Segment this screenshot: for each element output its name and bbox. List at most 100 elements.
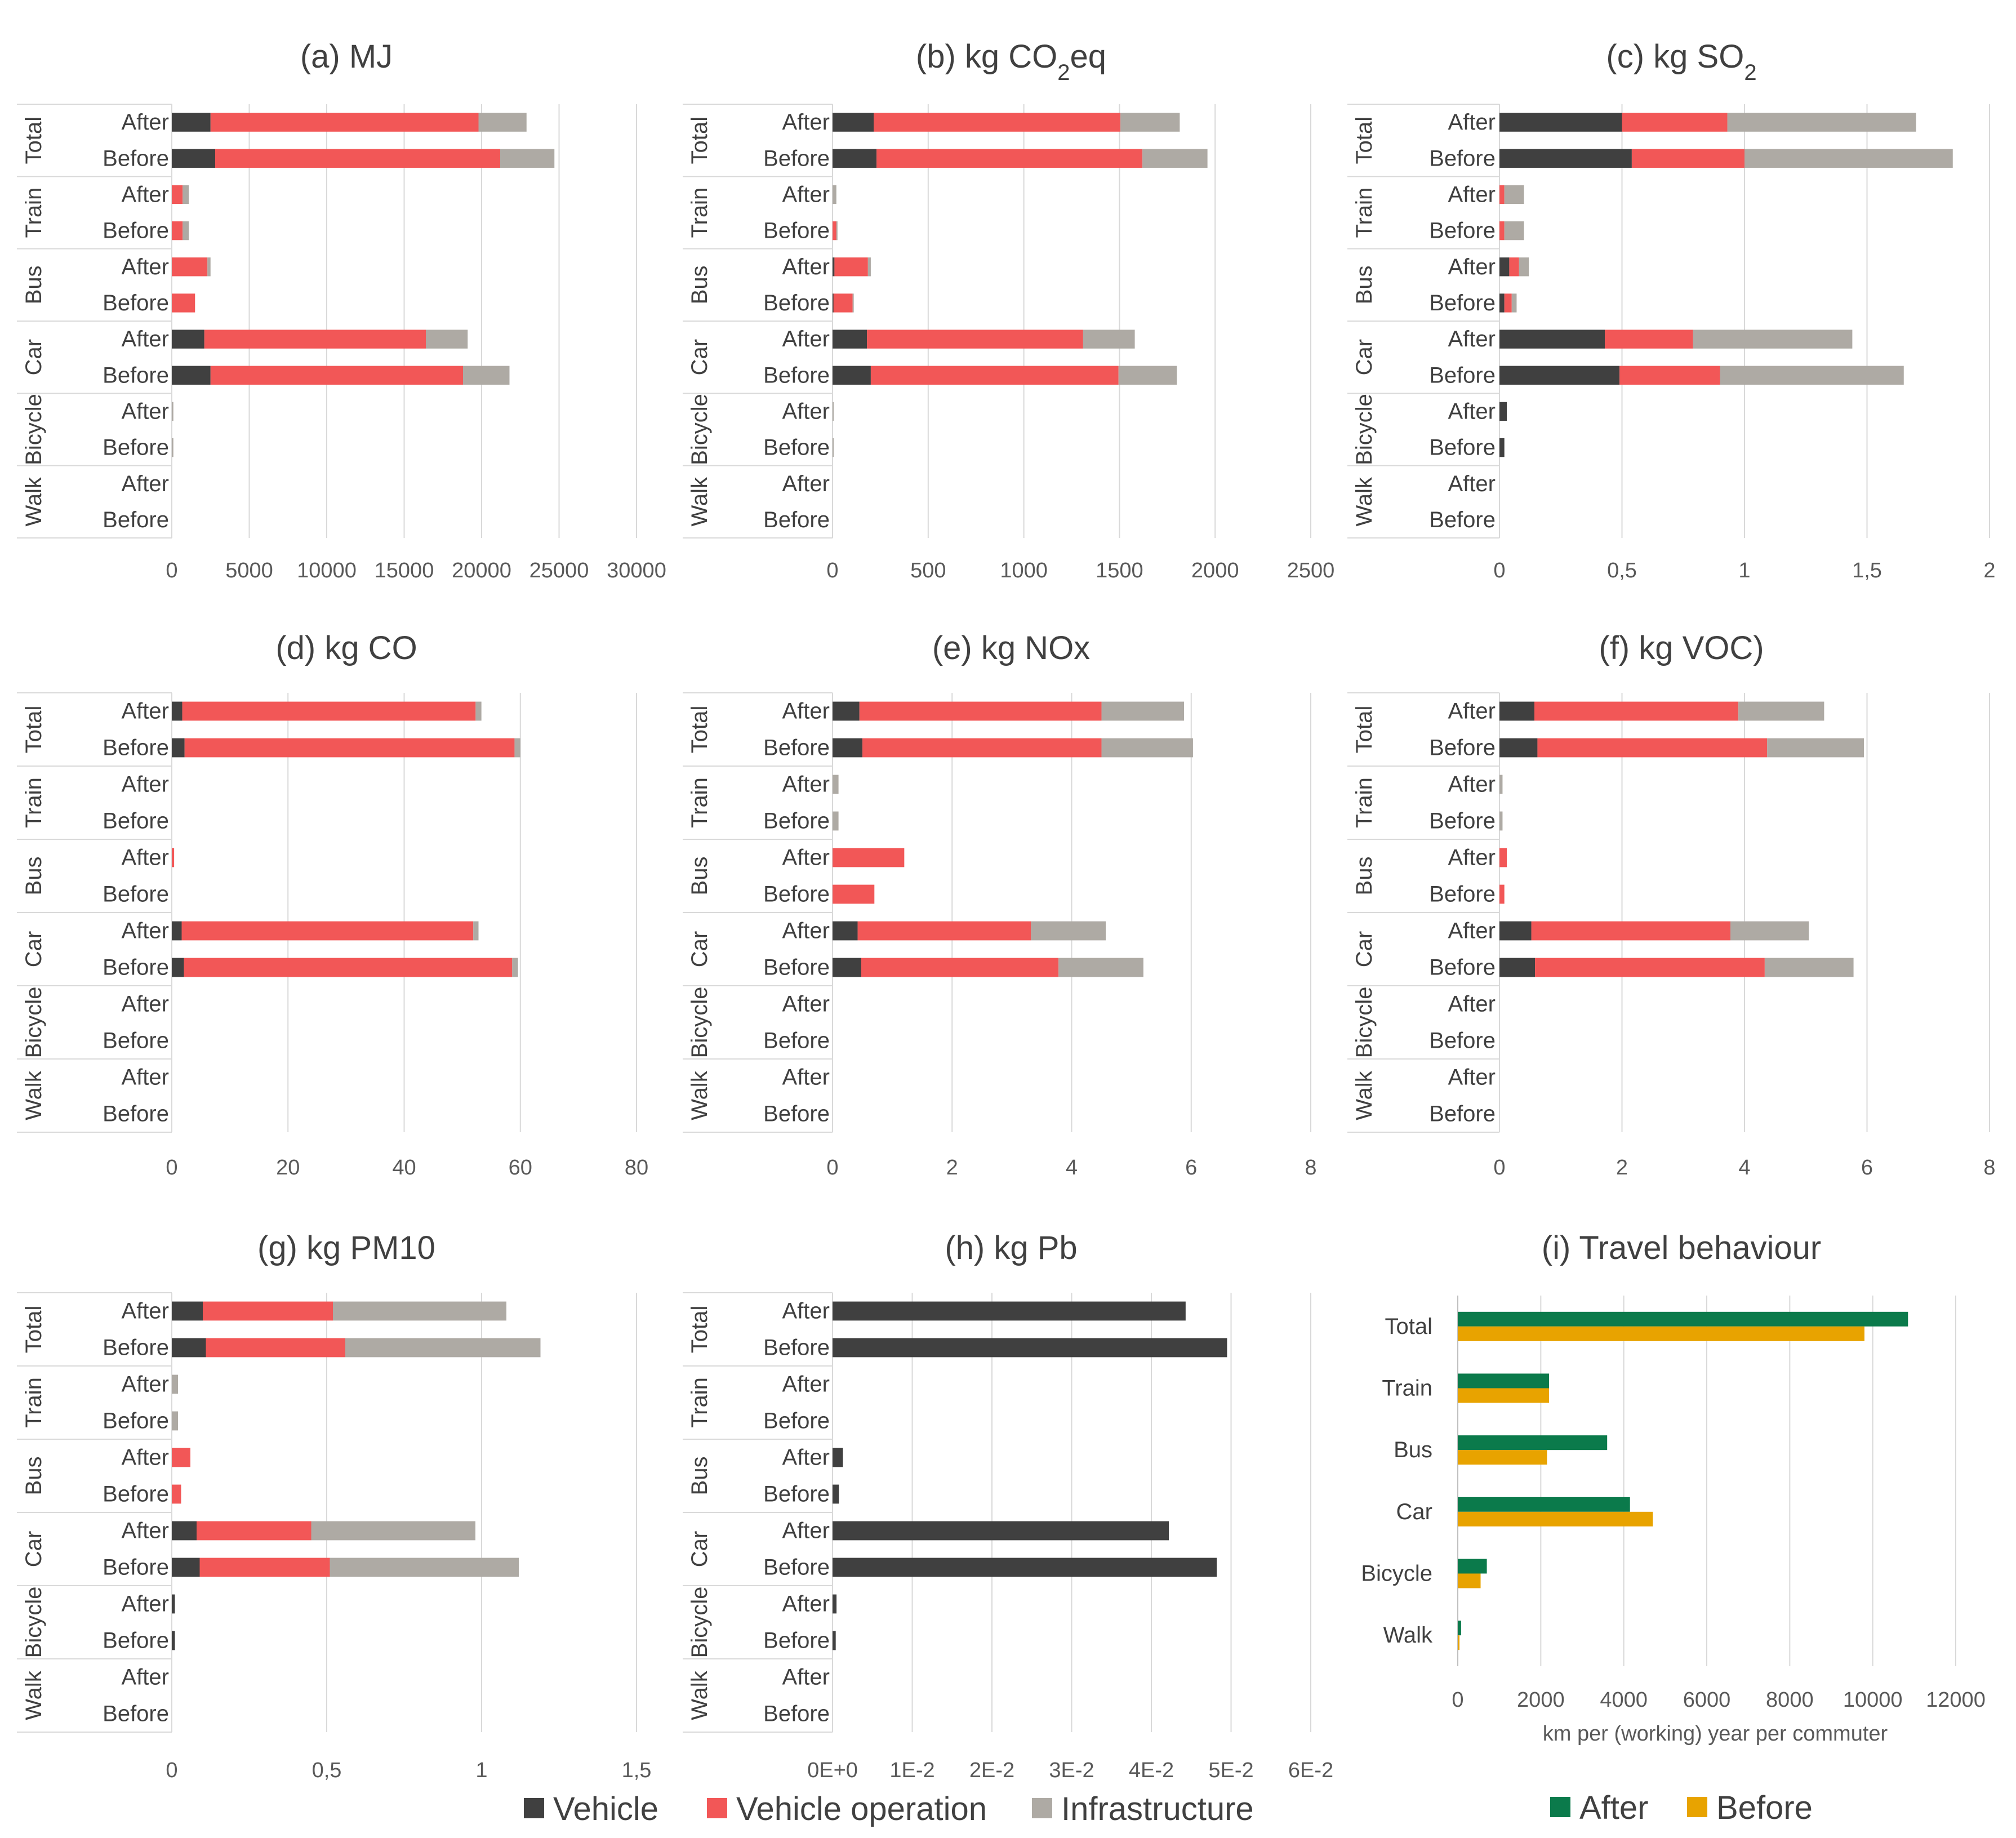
bar-total-before-vehicle — [1499, 149, 1632, 168]
group-label-total: Total — [1352, 117, 1377, 164]
chart-title: (f) kg VOC) — [1599, 630, 1764, 666]
chart-panel-e: (e) kg NOx 0 2 4 6 8 Total After Before Train Afte… — [683, 630, 1317, 1180]
chart-title: (g) kg PM10 — [257, 1230, 435, 1266]
bar-car-before-vehicle-operation — [861, 958, 1059, 977]
row-label-after: After — [1448, 845, 1496, 870]
bar-car-after-vehicle — [1499, 921, 1532, 941]
x-tick-label: 2 — [1983, 559, 1995, 582]
bar-total-before-vehicle-operation — [862, 738, 1102, 758]
legend-label-vehicle: Vehicle — [553, 1791, 658, 1827]
row-label-before: Before — [1429, 955, 1496, 980]
row-label-before: Before — [103, 435, 169, 460]
x-tick-label: 0,5 — [1607, 559, 1637, 582]
row-label-after: After — [782, 919, 830, 944]
bar-total-after-infrastructure — [1738, 701, 1824, 721]
bar-car-after-vehicle-operation — [1605, 330, 1693, 349]
bar-total-before-infrastructure — [1744, 149, 1953, 168]
row-label-before: Before — [103, 291, 169, 315]
bar-walk-after — [1458, 1621, 1461, 1636]
group-label-bicycle: Bicycle — [21, 987, 46, 1058]
bar-bus-before-vehicle-operation — [833, 884, 875, 904]
row-label-after: After — [122, 471, 169, 496]
group-label-train: Train — [1352, 777, 1377, 828]
x-tick-label: 0 — [166, 1156, 177, 1180]
bar-bicycle-after-infrastructure — [172, 402, 173, 421]
category-label-bus: Bus — [1394, 1438, 1432, 1462]
x-tick-label: 10000 — [297, 559, 357, 582]
bar-bicycle-before-infrastructure — [833, 438, 834, 457]
group-label-total: Total — [1352, 706, 1377, 754]
bar-car-after-vehicle-operation — [867, 330, 1083, 349]
row-label-before: Before — [763, 146, 830, 171]
row-label-after: After — [122, 845, 169, 870]
bar-total-before-vehicle-operation — [1631, 149, 1744, 168]
bar-car-after-infrastructure — [1083, 330, 1135, 349]
group-label-bus: Bus — [687, 857, 712, 896]
bar-car-before-vehicle — [833, 366, 871, 385]
chart-title: (i) Travel behaviour — [1542, 1230, 1821, 1266]
bar-bus-after — [1458, 1435, 1608, 1450]
group-label-walk: Walk — [1352, 1070, 1377, 1120]
category-label-total: Total — [1385, 1314, 1433, 1339]
bar-total-after-vehicle — [1499, 113, 1622, 132]
row-label-after: After — [782, 110, 830, 135]
bar-total-before-vehicle — [172, 738, 185, 758]
group-label-train: Train — [687, 188, 712, 238]
row-label-after: After — [782, 772, 830, 797]
x-tick-label: 15000 — [375, 559, 434, 582]
bar-car-before-vehicle-operation — [1535, 958, 1765, 977]
x-axis-label: km per (working) year per commuter — [1543, 1722, 1888, 1746]
bar-car-before-infrastructure — [1764, 958, 1854, 977]
bar-train-before-infrastructure — [183, 221, 189, 241]
bar-bus-after-infrastructure — [207, 257, 211, 277]
bar-bicycle-after-infrastructure — [833, 402, 834, 421]
bar-train-after-infrastructure — [1499, 775, 1503, 794]
bar-car-before-infrastructure — [1118, 366, 1177, 385]
bar-total-before-vehicle-operation — [876, 149, 1143, 168]
row-label-after: After — [1448, 919, 1496, 944]
row-label-after: After — [122, 1519, 169, 1543]
bar-train-before-infrastructure — [1499, 811, 1503, 831]
bar-train-before-vehicle-operation — [1499, 221, 1505, 241]
row-label-after: After — [122, 399, 169, 424]
group-label-bicycle: Bicycle — [687, 394, 712, 465]
bar-train-before-infrastructure — [1504, 221, 1524, 241]
group-label-bus: Bus — [21, 265, 46, 304]
row-label-before: Before — [763, 1336, 830, 1360]
bar-car-after-infrastructure — [1693, 330, 1853, 349]
chart-panel-h: (h) kg Pb 0E+0 1E-2 2E-2 3E-2 4E-2 5E-2 6E-2 Tot… — [683, 1230, 1333, 1782]
panels-layer: (a) MJ0 5000 10000 15000 20000 25000 30000Tota… — [17, 38, 1996, 1782]
row-label-before: Before — [103, 736, 169, 760]
row-label-before: Before — [763, 955, 830, 980]
legend-swatch-infrastructure — [1032, 1798, 1052, 1818]
bar-total-after-infrastructure — [1120, 113, 1180, 132]
bar-total-after-infrastructure — [475, 701, 482, 721]
group-label-car: Car — [687, 931, 712, 967]
x-tick-label: 2500 — [1287, 559, 1335, 582]
bar-total-before-vehicle — [833, 738, 863, 758]
bar-bus-after-vehicle-operation — [834, 257, 868, 277]
group-label-walk: Walk — [687, 1070, 712, 1120]
bar-car-before-vehicle — [1499, 366, 1620, 385]
group-label-train: Train — [1352, 188, 1377, 238]
bar-total-after-infrastructure — [1101, 701, 1185, 721]
bar-car-after-infrastructure — [1031, 921, 1106, 941]
x-tick-label: 0 — [826, 1156, 838, 1180]
bar-train-after-infrastructure — [1504, 185, 1524, 204]
row-label-after: After — [782, 845, 830, 870]
group-label-bus: Bus — [21, 857, 46, 896]
bar-car-after-vehicle — [833, 1521, 1169, 1541]
chart-panel-d: (d) kg CO 0 20 40 60 80 Total After Before Train A… — [17, 630, 648, 1180]
bar-train-after-infrastructure — [183, 185, 189, 204]
bar-car-after-vehicle-operation — [197, 1521, 311, 1541]
row-label-after: After — [782, 1592, 830, 1617]
x-tick-label: 20 — [276, 1156, 300, 1180]
group-label-walk: Walk — [687, 1670, 712, 1720]
bar-bicycle-after-vehicle — [833, 1594, 837, 1614]
bar-car-before-infrastructure — [512, 958, 518, 977]
legend-swatch-before — [1687, 1797, 1707, 1817]
row-label-after: After — [122, 182, 169, 207]
x-tick-label: 6 — [1185, 1156, 1197, 1180]
group-label-bus: Bus — [21, 1457, 46, 1496]
